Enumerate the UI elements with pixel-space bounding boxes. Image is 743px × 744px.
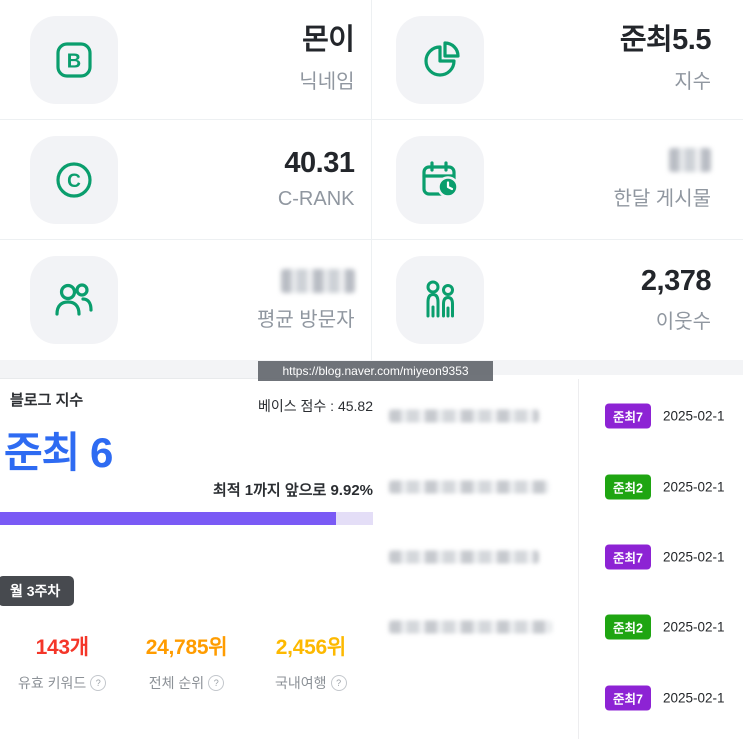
stat-label: 전체 순위 ?	[124, 673, 248, 693]
stat-value: 24,785위	[124, 631, 248, 661]
help-icon[interactable]: ?	[208, 675, 224, 691]
stat-value: 143개	[0, 631, 124, 661]
post-date: 2025-02-1	[663, 620, 725, 635]
post-row[interactable]: 준최2 2025-02-1	[373, 592, 743, 662]
blog-index-panel: 블로그 지수 베이스 점수 : 45.82 준최 6 최적 1까지 앞으로 9.…	[0, 378, 373, 744]
grade-badge: 준최2	[605, 615, 651, 640]
week-badge: 월 3주차	[0, 576, 74, 606]
post-list-panel: 준최7 2025-02-1 준최2 2025-02-1 준최7 2025-02-…	[373, 375, 743, 743]
help-icon[interactable]: ?	[331, 675, 347, 691]
svg-text:C: C	[67, 171, 81, 192]
grade-badge: 준최2	[605, 474, 651, 499]
stat-card-neighbors: 2,378 이웃수	[372, 240, 743, 360]
stat-label-text: 전체 순위	[149, 673, 204, 693]
stat-label-avg-visitors: 평균 방문자	[257, 303, 355, 332]
url-tooltip: https://blog.naver.com/miyeon9353	[258, 361, 493, 381]
target-note: 최적 1까지 앞으로 9.92%	[213, 479, 373, 500]
stat-value: 2,456위	[249, 631, 373, 661]
stat-card-index: 준최5.5 지수	[372, 0, 743, 120]
stat-label-monthly-posts: 한달 게시물	[613, 182, 711, 211]
blurred-post-title	[389, 621, 552, 634]
stat-card-nickname: B 몬이 닉네임	[0, 0, 372, 120]
redacted-value	[669, 148, 711, 172]
stat-value-nickname: 몬이	[302, 25, 354, 57]
stats-grid: B 몬이 닉네임 준최5.5 지수 C 40.31 C-RA	[0, 0, 743, 360]
post-date: 2025-02-1	[663, 690, 725, 705]
stat-label-neighbors: 이웃수	[656, 305, 711, 334]
stat-category-rank: 2,456위 국내여행 ?	[249, 631, 373, 693]
post-date: 2025-02-1	[663, 550, 725, 565]
grade-progress-fill	[0, 512, 336, 525]
calendar-clock-icon	[396, 136, 484, 224]
panel-title: 블로그 지수	[10, 389, 83, 410]
post-row[interactable]: 준최7 2025-02-1	[373, 663, 743, 733]
stat-label: 국내여행 ?	[249, 673, 373, 693]
post-date: 2025-02-1	[663, 409, 725, 424]
blurred-post-title	[389, 480, 549, 493]
b-badge-icon: B	[30, 16, 118, 104]
blurred-post-title	[389, 551, 539, 564]
stat-label-nickname: 닉네임	[299, 65, 354, 94]
neighbors-icon	[396, 256, 484, 344]
stat-label-index: 지수	[674, 65, 711, 94]
group-icon	[30, 256, 118, 344]
stat-label-crank: C-RANK	[278, 188, 355, 211]
stat-total-rank: 24,785위 전체 순위 ?	[124, 631, 248, 693]
help-icon[interactable]: ?	[90, 675, 106, 691]
grade-badge: 준최7	[605, 545, 651, 570]
stat-label: 유효 키워드 ?	[0, 673, 124, 693]
redacted-value	[281, 269, 355, 293]
grade-progress-bar	[0, 512, 373, 525]
stat-label-text: 유효 키워드	[18, 673, 86, 693]
stat-value-neighbors: 2,378	[641, 266, 711, 298]
grade-badge: 준최7	[605, 404, 651, 429]
keyword-stats: 143개 유효 키워드 ? 24,785위 전체 순위 ? 2,456위 국내여…	[0, 631, 373, 693]
post-row[interactable]: 준최7 2025-02-1	[373, 522, 743, 592]
blurred-post-title	[389, 410, 539, 423]
stat-valid-keywords: 143개 유효 키워드 ?	[0, 631, 124, 693]
post-date: 2025-02-1	[663, 479, 725, 494]
stat-value-crank: 40.31	[284, 148, 354, 180]
svg-text:B: B	[67, 50, 81, 72]
stat-card-avg-visitors: 평균 방문자	[0, 240, 372, 360]
c-rank-icon: C	[30, 136, 118, 224]
base-score: 베이스 점수 : 45.82	[258, 396, 373, 416]
post-row[interactable]: 준최7 2025-02-1	[373, 381, 743, 451]
stat-card-monthly-posts: 한달 게시물	[372, 120, 743, 240]
stat-label-text: 국내여행	[275, 673, 327, 693]
grade-badge: 준최7	[605, 685, 651, 710]
stat-value-index: 준최5.5	[620, 25, 711, 57]
pie-chart-icon	[396, 16, 484, 104]
post-row[interactable]: 준최2 2025-02-1	[373, 451, 743, 521]
blog-grade: 준최 6	[4, 419, 112, 480]
stat-card-crank: C 40.31 C-RANK	[0, 120, 372, 240]
